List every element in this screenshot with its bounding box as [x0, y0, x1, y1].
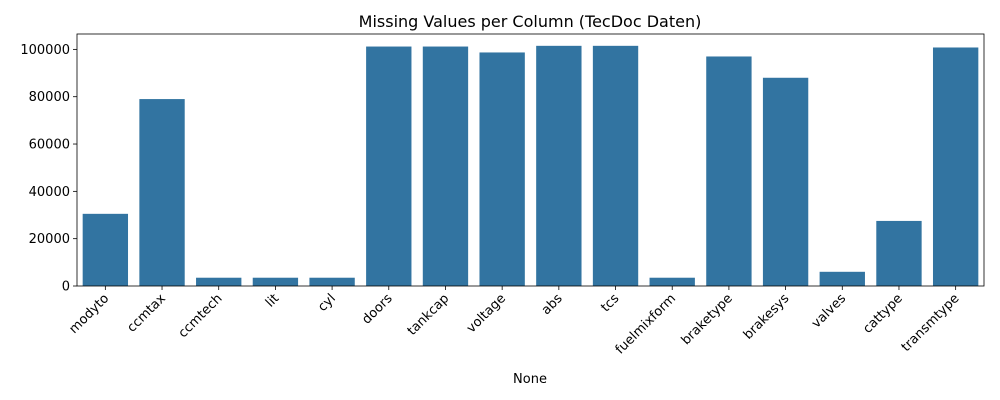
y-tick-label: 0: [62, 280, 70, 295]
x-tick-label: tankcap: [405, 291, 453, 339]
x-tick-label: transmtype: [899, 291, 963, 355]
x-axis: modyto ccmtax ccmtech lit cyl doors tankcap vol…: [66, 286, 962, 357]
x-tick-label: valves: [809, 291, 849, 331]
bars-group: [82, 45, 979, 287]
bar-doors: [366, 46, 412, 286]
bar-ccmtax: [139, 99, 185, 286]
x-tick-label: cattype: [860, 291, 905, 336]
y-tick-label: 80000: [29, 90, 70, 105]
x-tick-label: fuelmixform: [613, 291, 679, 357]
y-tick-label: 100000: [20, 43, 70, 58]
x-tick-label: tcs: [598, 291, 622, 315]
x-tick-label: ccmtech: [176, 291, 226, 341]
chart-title: Missing Values per Column (TecDoc Daten): [359, 12, 702, 31]
x-tick-label: ccmtax: [125, 291, 170, 336]
bar-cattype: [876, 220, 922, 286]
x-tick-label: doors: [359, 291, 395, 327]
x-tick-label: lit: [263, 291, 282, 310]
x-axis-label: None: [513, 372, 547, 387]
y-tick-label: 60000: [29, 138, 70, 153]
bar-tcs: [592, 45, 639, 286]
plot-frame: [76, 33, 985, 287]
bar-braketype: [706, 56, 752, 287]
bar-abs: [536, 45, 582, 286]
x-tick-label: voltage: [464, 291, 509, 336]
x-tick-label: brakesys: [741, 291, 793, 343]
y-tick-label: 40000: [29, 185, 70, 200]
x-tick-label: abs: [539, 291, 566, 318]
bar-fuelmixform: [649, 277, 695, 286]
x-tick-label: cyl: [315, 291, 339, 315]
bar-voltage: [479, 52, 525, 287]
x-tick-label: braketype: [679, 291, 736, 348]
x-tick-label: modyto: [66, 291, 112, 337]
bar-tankcap: [422, 46, 469, 286]
bar-cyl: [309, 277, 355, 286]
bar-valves: [819, 271, 865, 286]
y-tick-label: 20000: [29, 232, 70, 247]
bar-brakesys: [762, 77, 809, 287]
bar-modyto: [82, 213, 129, 286]
bar-lit: [252, 277, 299, 286]
y-axis: 0 20000 40000 60000 80000 100000: [20, 43, 77, 295]
bar-transmtype: [932, 47, 979, 286]
bar-ccmtech: [196, 277, 242, 286]
